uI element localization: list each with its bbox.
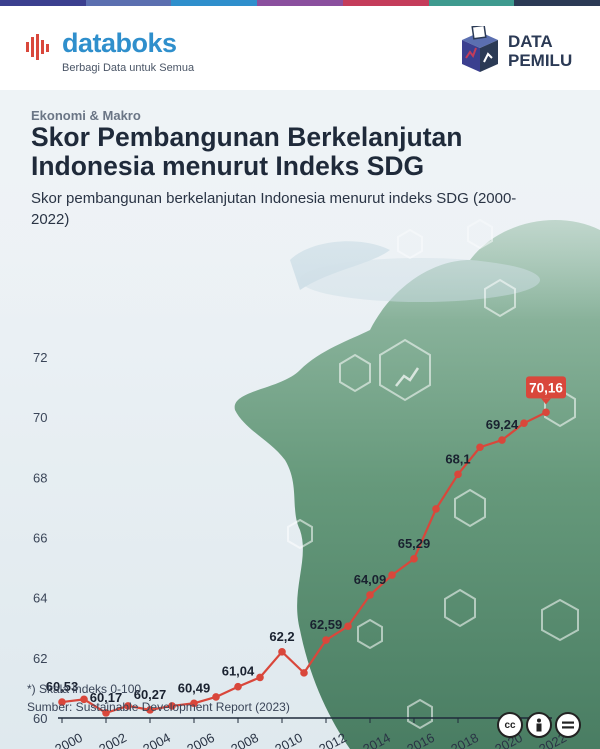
data-point: [388, 571, 396, 579]
footnote: *) Skala indeks 0-100: [27, 682, 142, 696]
top-bar-segment: [85, 0, 172, 6]
data-point: [344, 622, 352, 631]
chart-subtitle: Skor pembangunan berkelanjutan Indonesia…: [31, 190, 517, 228]
x-tick-label: 2002: [96, 730, 129, 749]
x-tick-label: 2004: [140, 730, 173, 749]
top-bar-segment: [514, 0, 600, 6]
top-color-bar: [0, 0, 600, 6]
nd-icon: [555, 712, 581, 738]
data-point: [256, 673, 264, 682]
top-bar-segment: [428, 0, 515, 6]
data-point: [80, 695, 88, 704]
data-label: 60,17: [90, 690, 123, 705]
chart-panel: 60 62 64 66 68 70 72 2000 2002 2004 2006 2008 2010 20…: [0, 90, 600, 749]
brand-name: databoks: [62, 28, 177, 58]
data-pemilu-text: DATA PEMILU: [508, 32, 572, 70]
data-point: [542, 408, 550, 417]
data-point: [520, 419, 528, 427]
data-label: 60,27: [134, 687, 167, 702]
data-pemilu-line2: PEMILU: [508, 51, 573, 70]
top-bar-segment: [342, 0, 429, 6]
x-tick-label: 2014: [360, 730, 393, 749]
x-tick-label: 2008: [228, 730, 261, 749]
series-line: [61, 411, 547, 714]
data-label: 70,16: [529, 380, 563, 395]
highlight-label-pointer: [541, 398, 551, 405]
data-label: 69,24: [486, 417, 519, 432]
data-pemilu-line1: DATA: [508, 32, 553, 51]
by-icon: [526, 712, 552, 738]
top-bar-segment: [171, 0, 258, 6]
y-tick-label: 70: [33, 410, 47, 425]
line-chart: 60 62 64 66 68 70 72 2000 2002 2004 2006 2008 2010 20…: [33, 350, 569, 749]
data-point: [234, 682, 242, 691]
y-tick-label: 64: [33, 591, 47, 606]
data-point: [190, 699, 198, 708]
data-label: 64,09: [354, 572, 387, 587]
top-bar-segment: [257, 0, 343, 6]
data-label: 60,53: [46, 679, 79, 694]
data-point: [432, 505, 440, 513]
y-tick-label: 72: [33, 350, 47, 365]
data-point: [102, 709, 110, 717]
data-point: [58, 698, 66, 706]
data-point: [278, 648, 286, 656]
data-label: 65,29: [398, 536, 431, 551]
cc-icon: cc: [497, 712, 523, 738]
data-label: 60,49: [178, 680, 211, 695]
data-pemilu-logo[interactable]: DATA PEMILU: [458, 26, 578, 76]
source-text: Sumber: Sustainable Development Report (…: [27, 700, 290, 714]
x-tick-label: 2006: [184, 730, 217, 749]
x-tick-label: 2010: [272, 730, 305, 749]
x-tick-label: 2000: [52, 730, 85, 749]
y-tick-label: 60: [33, 711, 47, 726]
data-point: [476, 443, 484, 452]
data-point: [454, 470, 462, 479]
data-point: [300, 669, 308, 677]
y-tick-label: 62: [33, 651, 47, 666]
data-point: [146, 706, 154, 714]
data-point: [410, 555, 418, 563]
data-point: [498, 436, 506, 444]
databoks-logo-icon: [26, 34, 49, 60]
top-bar-segment: [0, 0, 86, 6]
data-label: 68,1: [445, 451, 470, 466]
data-point: [366, 591, 374, 599]
background-illustration: [0, 90, 600, 749]
data-label: 61,04: [222, 664, 255, 679]
data-point: [212, 693, 220, 701]
category-label: Ekonomi & Makro: [31, 108, 141, 123]
page-title: Skor Pembangunan Berkelanjutan Indonesia…: [31, 122, 463, 181]
data-point: [168, 702, 176, 710]
brand-tagline: Berbagi Data untuk Semua: [62, 62, 195, 74]
license-badges[interactable]: cc: [497, 712, 581, 738]
x-tick-label: 2016: [404, 730, 437, 749]
ballot-box-icon: [462, 26, 498, 72]
y-tick-label: 66: [33, 531, 47, 546]
data-point: [322, 636, 330, 644]
data-point: [124, 702, 132, 710]
header: databoks Berbagi Data untuk Semua DATA P…: [0, 6, 600, 90]
highlight-label-box: [526, 376, 566, 399]
y-tick-label: 68: [33, 470, 47, 485]
x-tick-label: 2018: [448, 730, 481, 749]
data-label: 62,2: [269, 629, 294, 644]
data-label: 62,59: [310, 617, 343, 632]
x-tick-label: 2012: [316, 730, 349, 749]
